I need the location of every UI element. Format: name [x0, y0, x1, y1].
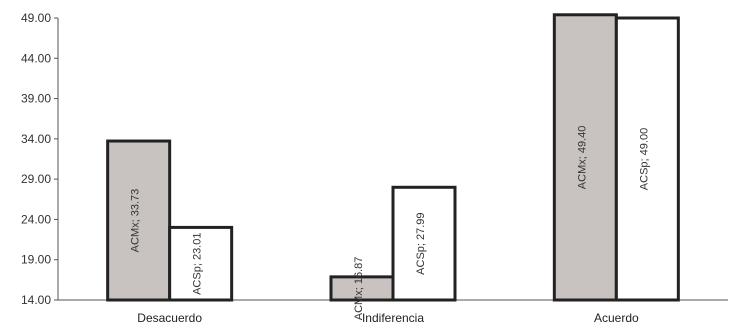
category-label: Desacuerdo — [137, 311, 202, 323]
bars — [106, 13, 680, 302]
y-tick-label: 24.00 — [21, 212, 51, 226]
data-label: ACMx; 49.40 — [576, 126, 588, 190]
bar-acmx-desacuerdo — [106, 139, 172, 302]
data-label: ACMx; 33.73 — [130, 189, 142, 253]
y-tick-label: 39.00 — [21, 92, 51, 106]
y-tick-label: 34.00 — [21, 132, 51, 146]
y-tick-label: 44.00 — [21, 51, 51, 65]
bar-acsp-desacuerdo — [168, 225, 234, 302]
data-label: ACSp; 27.99 — [415, 212, 427, 274]
y-axis-ticks: 14.00 19.00 24.00 29.00 34.00 39.00 44.00 49.00 — [21, 11, 58, 307]
data-labels: ACMx; 33.73 ACSp; 23.01 ACMx; 16.87 ACSp; 2… — [130, 126, 651, 321]
data-label: ACMx; 16.87 — [353, 257, 365, 321]
category-label: Acuerdo — [594, 311, 639, 323]
y-tick-label: 49.00 — [21, 11, 51, 25]
bar-acsp-indiferencia — [391, 185, 457, 302]
category-labels: Desacuerdo Indiferencia Acuerdo — [137, 311, 639, 323]
data-label: ACSp; 49.00 — [638, 128, 650, 190]
y-tick-label: 29.00 — [21, 172, 51, 186]
bar-acmx-acuerdo — [552, 13, 618, 302]
data-label: ACSp; 23.01 — [192, 233, 204, 295]
y-tick-label: 14.00 — [21, 293, 51, 307]
bar-acsp-acuerdo — [614, 16, 680, 302]
y-tick-label: 19.00 — [21, 253, 51, 267]
category-label: Indiferencia — [362, 311, 424, 323]
